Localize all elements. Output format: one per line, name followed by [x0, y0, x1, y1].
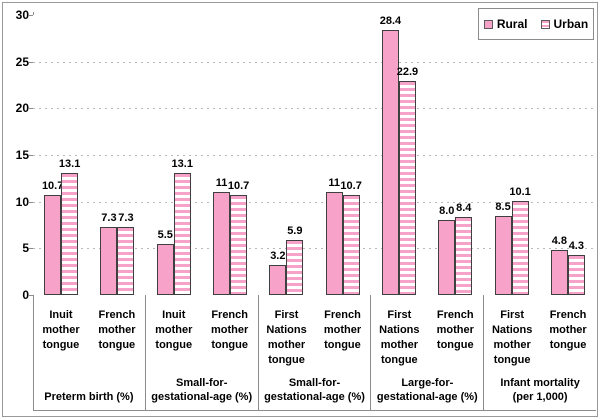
- category-label: First Nations mother tongue: [379, 309, 420, 366]
- legend-label-urban: Urban: [553, 17, 589, 31]
- gridline: [33, 201, 596, 203]
- y-tick-mark: [29, 108, 33, 110]
- category-label: French mother tongue: [211, 309, 249, 351]
- gridline: [33, 248, 596, 250]
- y-tick-label: 30: [15, 8, 29, 22]
- bar-value-label: 10.1: [509, 185, 531, 198]
- plot-area: 10.7 13.1 7.3 7.3 5.5 13.1 11 10.7 3.2 5.9 11 10.7 2…: [33, 15, 596, 295]
- y-tick-label: 25: [15, 54, 29, 69]
- bar-rural: [44, 195, 62, 295]
- bar-value-label: 4.3: [568, 239, 584, 252]
- group-cell: First Nations mother tongue French mother tong…: [371, 295, 485, 410]
- bar-rural: [269, 265, 287, 295]
- group-label: Preterm birth (%): [44, 391, 134, 403]
- bar-urban: [286, 239, 304, 295]
- group-cell: First Nations mother tongue French mother tong…: [259, 295, 372, 410]
- bar-value-label: 13.1: [58, 157, 81, 170]
- bar-value-label: 7.3: [101, 211, 117, 224]
- chart-figure: 0 5 10 15 20 25 30 10.7 13.1 7.3 7.3 5.5 13.1 11 10.7…: [2, 2, 598, 417]
- y-tick-label: 10: [15, 194, 29, 209]
- gridline: [33, 155, 596, 156]
- bar-value-label: 8.4: [456, 201, 472, 214]
- bar-rural: [325, 192, 343, 295]
- category-labels: Inuit mother tongue French mother tongue: [146, 295, 258, 353]
- group-label: Infant mortality (per 1,000): [500, 377, 580, 403]
- y-tick-label: 5: [22, 241, 29, 256]
- category-table: Inuit mother tongue French mother tongue Prete…: [33, 295, 596, 411]
- bar-urban: [230, 195, 248, 295]
- category-labels: First Nations mother tongue French mother tong…: [484, 295, 596, 368]
- group-label: Small-for-gestational-age (%): [151, 377, 253, 403]
- bar-value-label: 5.9: [287, 224, 303, 237]
- bar-urban: [398, 81, 416, 295]
- legend-label-rural: Rural: [496, 17, 528, 31]
- y-tick-label: 20: [15, 101, 29, 116]
- bar-urban: [61, 172, 79, 295]
- bar-value-label: 11: [215, 177, 228, 190]
- bar-value-label: 4.8: [551, 235, 567, 248]
- group-cell: Inuit mother tongue French mother tongue Small…: [146, 295, 259, 410]
- bar-value-label: 3.2: [270, 250, 286, 263]
- legend-swatch-urban-icon: [540, 19, 550, 29]
- bar-rural: [156, 243, 174, 295]
- bar-rural: [381, 29, 399, 295]
- category-label: First Nations mother tongue: [491, 309, 533, 366]
- bar-value-label: 7.3: [118, 211, 134, 224]
- bar-value-label: 10.7: [41, 180, 64, 193]
- bar-rural: [100, 226, 118, 295]
- category-labels: First Nations mother tongue French mother tong…: [371, 295, 483, 368]
- bar-rural: [494, 215, 512, 295]
- bar-urban: [511, 200, 529, 295]
- bar-urban: [173, 172, 191, 295]
- category-label: Inuit mother tongue: [155, 309, 193, 351]
- group-label: Small-for-gestational-age (%): [264, 377, 365, 403]
- category-labels: First Nations mother tongue French mother tong…: [259, 295, 371, 368]
- gridline: [33, 61, 596, 63]
- group-cell: Inuit mother tongue French mother tongue Prete…: [33, 295, 146, 410]
- category-label: French mother tongue: [549, 309, 587, 351]
- legend-item-urban: Urban: [540, 17, 589, 31]
- bar-value-label: 10.7: [227, 180, 250, 193]
- bar-value-label: 8.0: [439, 205, 455, 218]
- bar-value-label: 8.5: [495, 200, 511, 213]
- bar-urban: [342, 195, 360, 295]
- gridline: [33, 108, 596, 110]
- bar-value-label: 13.1: [171, 157, 193, 170]
- category-label: French mother tongue: [436, 309, 474, 351]
- y-tick-mark: [29, 15, 33, 16]
- y-tick-label: 15: [15, 148, 29, 162]
- bar-rural: [213, 192, 231, 295]
- legend-swatch-rural-icon: [483, 19, 493, 29]
- bar-urban: [117, 226, 135, 295]
- group-label: Large-for-gestational-age (%): [376, 377, 478, 403]
- legend-item-rural: Rural: [483, 17, 528, 31]
- category-label: First Nations mother tongue: [266, 309, 307, 366]
- category-label: French mother tongue: [323, 309, 362, 351]
- bar-value-label: 22.9: [396, 66, 419, 79]
- y-tick-label: 0: [22, 288, 29, 302]
- bar-value-label: 28.4: [379, 14, 402, 27]
- category-label: French mother tongue: [98, 309, 136, 351]
- y-tick-mark: [29, 248, 33, 250]
- y-tick-mark: [29, 295, 33, 296]
- category-labels: Inuit mother tongue French mother tongue: [33, 295, 145, 353]
- y-tick-mark: [29, 155, 33, 156]
- bar-urban: [567, 254, 585, 295]
- bar-rural: [438, 220, 456, 295]
- bar-value-label: 11: [328, 177, 340, 190]
- bar-urban: [455, 216, 473, 295]
- bar-value-label: 5.5: [157, 228, 173, 241]
- group-cell: First Nations mother tongue French mother tong…: [484, 295, 596, 410]
- y-tick-mark: [29, 61, 33, 63]
- category-label: Inuit mother tongue: [42, 309, 80, 351]
- bar-rural: [550, 250, 568, 295]
- y-tick-mark: [29, 201, 33, 203]
- legend: Rural Urban: [478, 8, 594, 40]
- bar-value-label: 10.7: [340, 180, 362, 193]
